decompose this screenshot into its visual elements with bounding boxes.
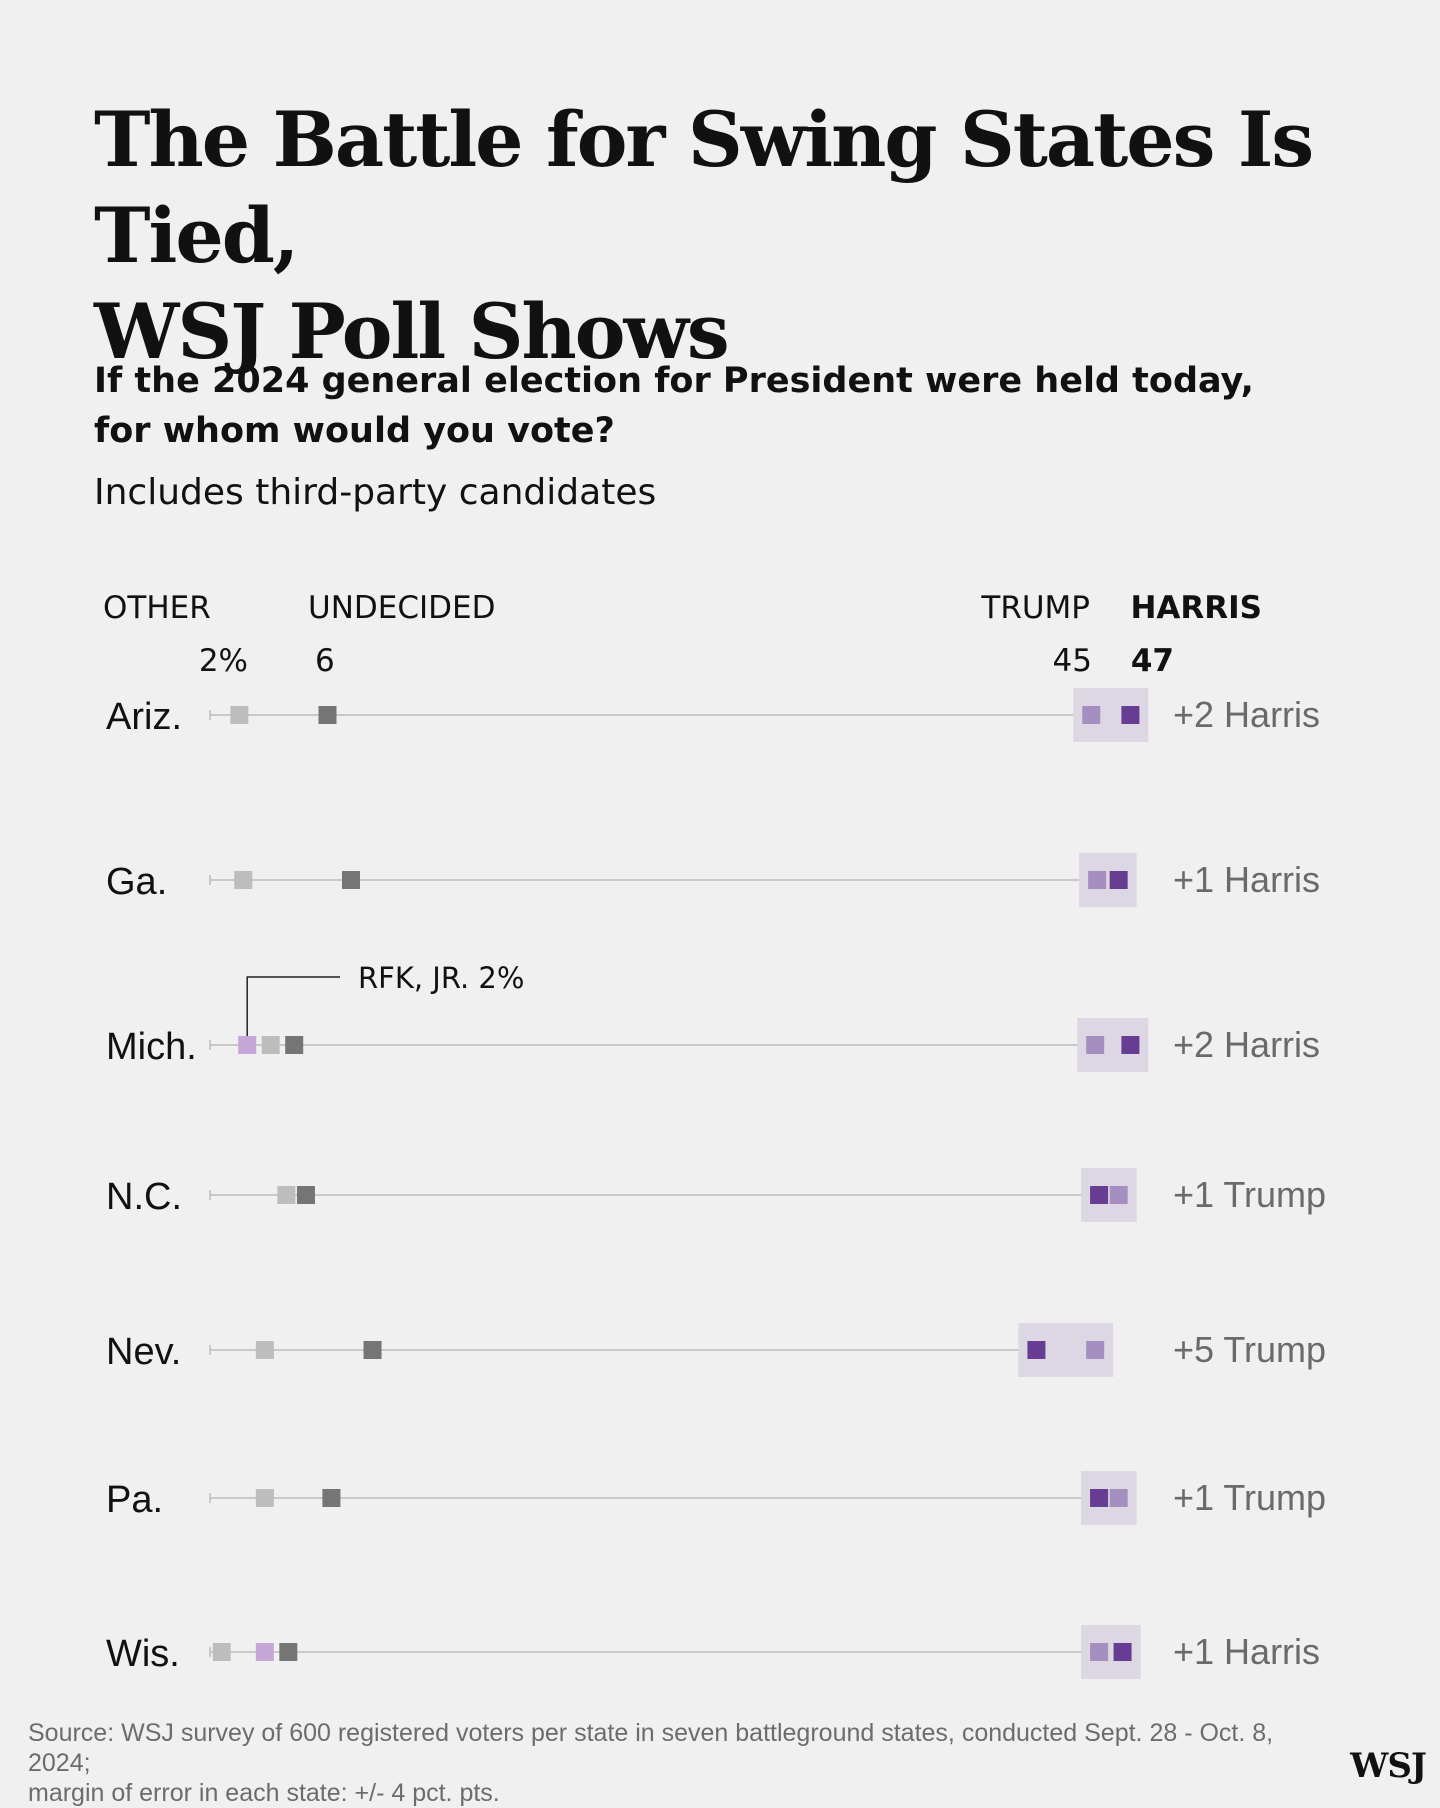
survey-question: If the 2024 general election for Preside… [94,356,1294,456]
dot-other-wis [212,1643,231,1661]
state-label-wis: Wis. [106,1633,180,1675]
dot-harris-mich [1121,1036,1140,1054]
state-label-nc: N.C. [106,1176,182,1218]
dot-trump-wis [1090,1643,1109,1661]
source-line-2: margin of error in each state: +/- 4 pct… [28,1779,500,1807]
margin-label-nev: +5 Trump [1173,1329,1326,1370]
gap-band-wis [1081,1625,1141,1679]
column-value-undecided: 6 [315,643,335,679]
gap-band-pa [1081,1471,1137,1525]
margin-label-nc: +1 Trump [1173,1174,1326,1215]
chart-subtitle: Includes third-party candidates [94,472,657,513]
state-label-mich: Mich. [106,1026,197,1068]
rfk-leader-line [246,976,340,1036]
dot-undecided-wis [279,1643,298,1661]
dot-other-ga [234,871,253,889]
column-value-other: 2% [199,643,248,679]
dot-undecided-mich [285,1036,304,1054]
dot-harris-nev [1027,1341,1046,1359]
dot-other-pa [255,1489,274,1507]
state-label-ga: Ga. [106,861,167,903]
dot-undecided-nc [296,1186,315,1204]
dot-trump-ariz [1082,706,1101,724]
source-line-1: Source: WSJ survey of 600 registered vot… [28,1719,1274,1777]
dot-other-nc [277,1186,296,1204]
dot-other-nev [255,1341,274,1359]
column-header-other: OTHER [103,590,211,626]
column-header-undecided: UNDECIDED [308,590,495,626]
margin-label-mich: +2 Harris [1173,1024,1320,1065]
margin-label-pa: +1 Trump [1173,1477,1326,1518]
dot-trump-nev [1086,1341,1105,1359]
title-line-1: The Battle for Swing States Is Tied, [94,95,1314,280]
state-label-ariz: Ariz. [106,696,182,738]
dot-plot-chart: OTHER 2% UNDECIDED 6 TRUMP 45 HARRIS 47 Ariz. +2 … [103,590,1326,1679]
gap-band-nc [1081,1168,1137,1222]
state-label-nev: Nev. [106,1331,181,1373]
source-note: Source: WSJ survey of 600 registered vot… [28,1718,1328,1808]
dot-rfk-mich [238,1036,257,1054]
dot-undecided-ariz [318,706,337,724]
dot-undecided-nev [363,1341,382,1359]
dot-other-mich [261,1036,280,1054]
dot-harris-wis [1113,1643,1132,1661]
dot-trump-mich [1086,1036,1105,1054]
column-header-harris: HARRIS [1130,590,1262,626]
dot-rfk-wis [255,1643,274,1661]
dot-harris-nc [1090,1186,1109,1204]
rfk-annotation-label: RFK, JR. 2% [358,961,524,995]
question-line-2: for whom would you vote? [94,411,615,451]
column-value-trump: 45 [1053,643,1092,679]
dot-undecided-pa [322,1489,341,1507]
dot-trump-ga [1088,871,1107,889]
dot-trump-pa [1109,1489,1128,1507]
margin-label-wis: +1 Harris [1173,1631,1320,1672]
state-label-pa: Pa. [106,1479,163,1521]
wsj-logo: WSJ [1350,1746,1427,1786]
dot-other-ariz [230,706,249,724]
dot-harris-ga [1109,871,1128,889]
column-value-harris: 47 [1131,643,1174,679]
title-line-2: WSJ Poll Shows [94,287,730,376]
chart-title: The Battle for Swing States Is Tied, WSJ… [94,92,1394,380]
column-header-trump: TRUMP [980,590,1090,626]
gap-band-ga [1079,853,1137,907]
dot-harris-pa [1090,1489,1109,1507]
margin-label-ga: +1 Harris [1173,859,1320,900]
margin-label-ariz: +2 Harris [1173,694,1320,735]
dot-undecided-ga [342,871,360,889]
question-line-1: If the 2024 general election for Preside… [94,361,1254,401]
dot-harris-ariz [1121,706,1140,724]
dot-trump-nc [1109,1186,1128,1204]
